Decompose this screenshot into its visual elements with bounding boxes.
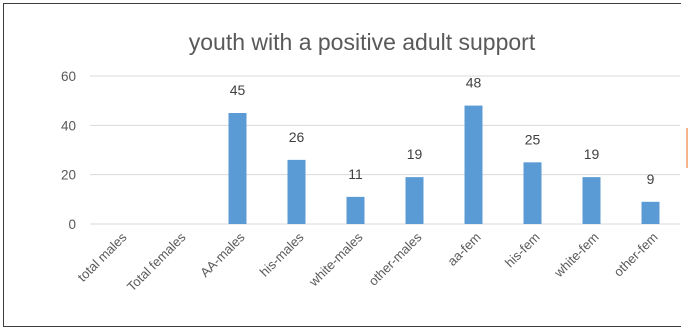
- bar-other-males: [405, 177, 424, 224]
- y-tick-label: 60: [61, 69, 76, 84]
- gridlines: [90, 75, 680, 225]
- y-tick-label: 20: [61, 168, 76, 183]
- bar-his-males: [287, 159, 306, 224]
- data-label: 25: [525, 131, 541, 147]
- bar-aa-males: [228, 113, 247, 224]
- data-label: 45: [230, 82, 246, 98]
- x-category-label: Total females: [124, 229, 189, 294]
- y-tick-label: 40: [61, 118, 76, 133]
- x-category-label: total males: [75, 229, 130, 284]
- bar-white-males: [346, 196, 365, 224]
- data-label: 9: [647, 171, 655, 187]
- x-category-label: his-fem: [502, 230, 543, 271]
- bars: [228, 105, 660, 224]
- bar-white-fem: [582, 177, 601, 224]
- x-category-label: white-males: [305, 229, 366, 290]
- data-label: 26: [289, 129, 305, 145]
- data-labels: 45 26 11 19 48 25 19 9: [230, 75, 655, 187]
- y-axis-ticks: 0 20 40 60: [61, 69, 76, 232]
- bar-his-fem: [523, 162, 542, 224]
- x-category-label: his-males: [257, 229, 307, 279]
- x-category-label: other-males: [365, 229, 424, 288]
- data-label: 11: [348, 166, 363, 182]
- data-label: 19: [407, 146, 423, 162]
- bar-aa-fem: [464, 105, 483, 224]
- adjacent-window-edge: [686, 128, 688, 168]
- data-label: 48: [466, 75, 482, 91]
- x-category-label: white-fem: [550, 230, 601, 281]
- chart-title: youth with a positive adult support: [189, 29, 536, 55]
- x-category-label: AA-males: [197, 229, 248, 280]
- bar-other-fem: [641, 201, 660, 224]
- chart-frame: [3, 3, 681, 327]
- x-category-label: aa-fem: [444, 230, 483, 269]
- y-tick-label: 0: [68, 217, 76, 232]
- data-label: 19: [584, 146, 600, 162]
- x-category-label: other-fem: [611, 230, 661, 280]
